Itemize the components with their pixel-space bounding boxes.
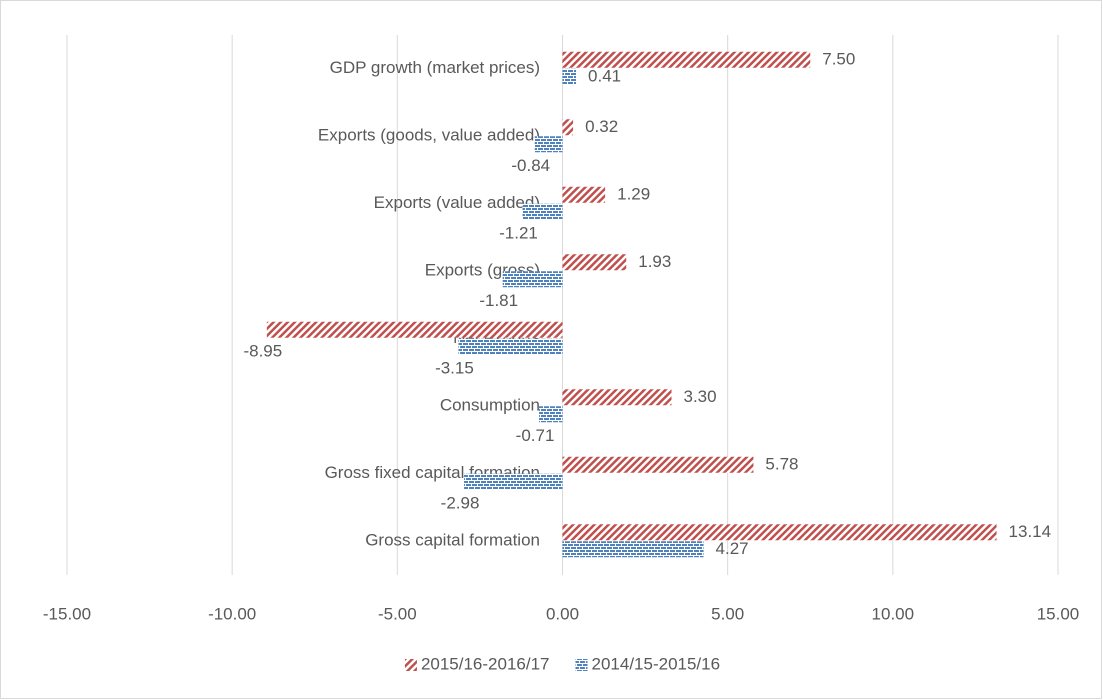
bar (562, 68, 577, 85)
value-label: -0.71 (516, 426, 555, 445)
legend-swatch (404, 659, 417, 671)
category-label: Exports (value added) (374, 193, 540, 212)
value-label: 7.50 (822, 50, 855, 69)
x-tick-label: 15.00 (1037, 604, 1080, 623)
bar (562, 541, 704, 558)
bar (562, 51, 811, 68)
bar (562, 186, 606, 203)
value-label: -1.21 (499, 224, 538, 243)
bar (562, 389, 672, 406)
value-label: 3.30 (684, 387, 717, 406)
bar (562, 524, 997, 541)
x-tick-label: -10.00 (208, 604, 256, 623)
category-label: GDP growth (market prices) (330, 58, 540, 77)
value-label: -2.98 (441, 494, 480, 513)
legend-label: 2015/16-2016/17 (421, 654, 550, 673)
legend: 2015/16-2016/17 2014/15-2015/16 (404, 654, 721, 673)
value-label: 1.29 (617, 185, 650, 204)
bar (266, 321, 563, 338)
value-label: 4.27 (716, 539, 749, 558)
bar (464, 473, 563, 490)
category-label: Consumption (440, 396, 540, 415)
bar (562, 254, 627, 271)
x-tick-label: -5.00 (378, 604, 417, 623)
x-tick-label: 5.00 (711, 604, 744, 623)
legend-label: 2014/15-2015/16 (592, 654, 721, 673)
value-label: -8.95 (243, 342, 282, 361)
value-label: 13.14 (1009, 522, 1052, 541)
bar (502, 271, 563, 288)
legend-swatch (575, 659, 588, 671)
category-label: Gross capital formation (365, 531, 540, 550)
bar (458, 338, 563, 355)
value-label: -0.84 (511, 156, 550, 175)
value-label: -1.81 (479, 291, 518, 310)
bar (562, 456, 754, 473)
x-tick-label: -15.00 (43, 604, 91, 623)
category-label: Exports (goods, value added) (318, 126, 540, 145)
bar (522, 203, 563, 220)
x-tick-label: 10.00 (872, 604, 915, 623)
bar (534, 136, 563, 153)
bar (539, 406, 563, 423)
value-label: 0.32 (585, 117, 618, 136)
value-label: 5.78 (765, 455, 798, 474)
value-label: 1.93 (638, 252, 671, 271)
bar (562, 119, 574, 136)
x-tick-label: 0.00 (546, 604, 579, 623)
value-label: -3.15 (435, 359, 474, 378)
value-label: 0.41 (588, 67, 621, 86)
